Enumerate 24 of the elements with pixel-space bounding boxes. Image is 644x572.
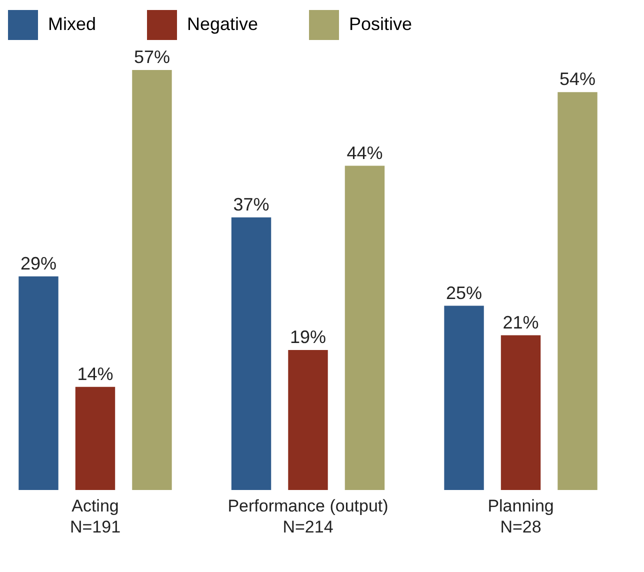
- x-tick-label: Planning N=28: [488, 496, 554, 536]
- data-label: 44%: [346, 142, 383, 163]
- bar: [132, 70, 172, 490]
- bar: [344, 166, 385, 490]
- bar: [288, 350, 328, 490]
- bar: [75, 386, 116, 490]
- bar: [444, 306, 484, 490]
- legend-label: Positive: [349, 14, 412, 34]
- x-tick-label: Performance (output) N=214: [228, 496, 388, 536]
- x-tick-label: Acting N=191: [70, 496, 121, 536]
- data-label: 54%: [559, 69, 596, 90]
- legend-label: Mixed: [48, 14, 96, 34]
- bar: [558, 92, 598, 490]
- bar: [18, 276, 58, 490]
- data-label: 25%: [446, 282, 482, 303]
- data-label: 37%: [233, 194, 270, 214]
- bar: [231, 217, 272, 490]
- data-label: 29%: [20, 253, 57, 274]
- data-label: 21%: [502, 312, 539, 332]
- data-label: 57%: [134, 47, 170, 67]
- bar: [500, 335, 541, 490]
- data-label: 19%: [290, 327, 326, 347]
- data-label: 14%: [77, 364, 114, 384]
- legend-label: Negative: [187, 14, 258, 34]
